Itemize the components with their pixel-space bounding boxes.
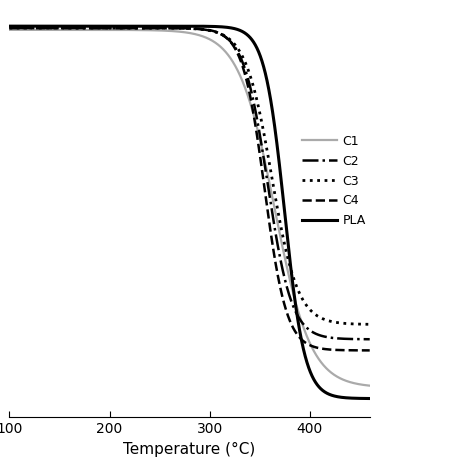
C2 xyxy=(367,337,373,342)
C4 xyxy=(7,25,12,31)
PLA xyxy=(367,396,373,401)
C1 xyxy=(360,382,365,388)
C1 xyxy=(145,27,150,33)
C2 xyxy=(7,25,12,31)
C2 xyxy=(69,25,75,31)
PLA xyxy=(69,23,75,29)
C2 xyxy=(160,25,166,31)
Line: C1: C1 xyxy=(9,30,370,386)
C3 xyxy=(321,316,327,322)
Legend: C1, C2, C3, C4, PLA: C1, C2, C3, C4, PLA xyxy=(297,130,371,232)
C1 xyxy=(367,383,373,389)
Line: C2: C2 xyxy=(9,28,370,339)
C1 xyxy=(321,363,327,368)
C2 xyxy=(145,25,150,31)
Line: C3: C3 xyxy=(9,28,370,324)
PLA xyxy=(360,396,365,401)
C3 xyxy=(367,321,373,327)
C1 xyxy=(48,27,54,33)
C1 xyxy=(7,27,12,33)
C1 xyxy=(160,28,166,34)
PLA xyxy=(48,23,54,29)
C4 xyxy=(48,25,54,31)
PLA xyxy=(7,23,12,29)
C3 xyxy=(360,321,365,327)
C2 xyxy=(360,337,365,342)
C4 xyxy=(367,347,373,353)
C2 xyxy=(321,334,327,339)
C3 xyxy=(48,25,54,31)
C4 xyxy=(321,346,327,352)
C3 xyxy=(160,25,166,31)
PLA xyxy=(145,23,150,29)
C4 xyxy=(145,25,150,31)
C1 xyxy=(69,27,75,33)
C3 xyxy=(69,25,75,31)
C4 xyxy=(69,25,75,31)
C3 xyxy=(145,25,150,31)
C2 xyxy=(48,25,54,31)
C3 xyxy=(7,25,12,31)
Line: PLA: PLA xyxy=(9,26,370,399)
C4 xyxy=(160,25,166,31)
C4 xyxy=(360,347,365,353)
PLA xyxy=(160,23,166,29)
Line: C4: C4 xyxy=(9,28,370,350)
X-axis label: Temperature (°C): Temperature (°C) xyxy=(123,442,256,456)
PLA xyxy=(321,389,327,394)
